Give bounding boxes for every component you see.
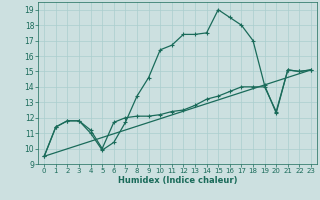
X-axis label: Humidex (Indice chaleur): Humidex (Indice chaleur): [118, 176, 237, 185]
